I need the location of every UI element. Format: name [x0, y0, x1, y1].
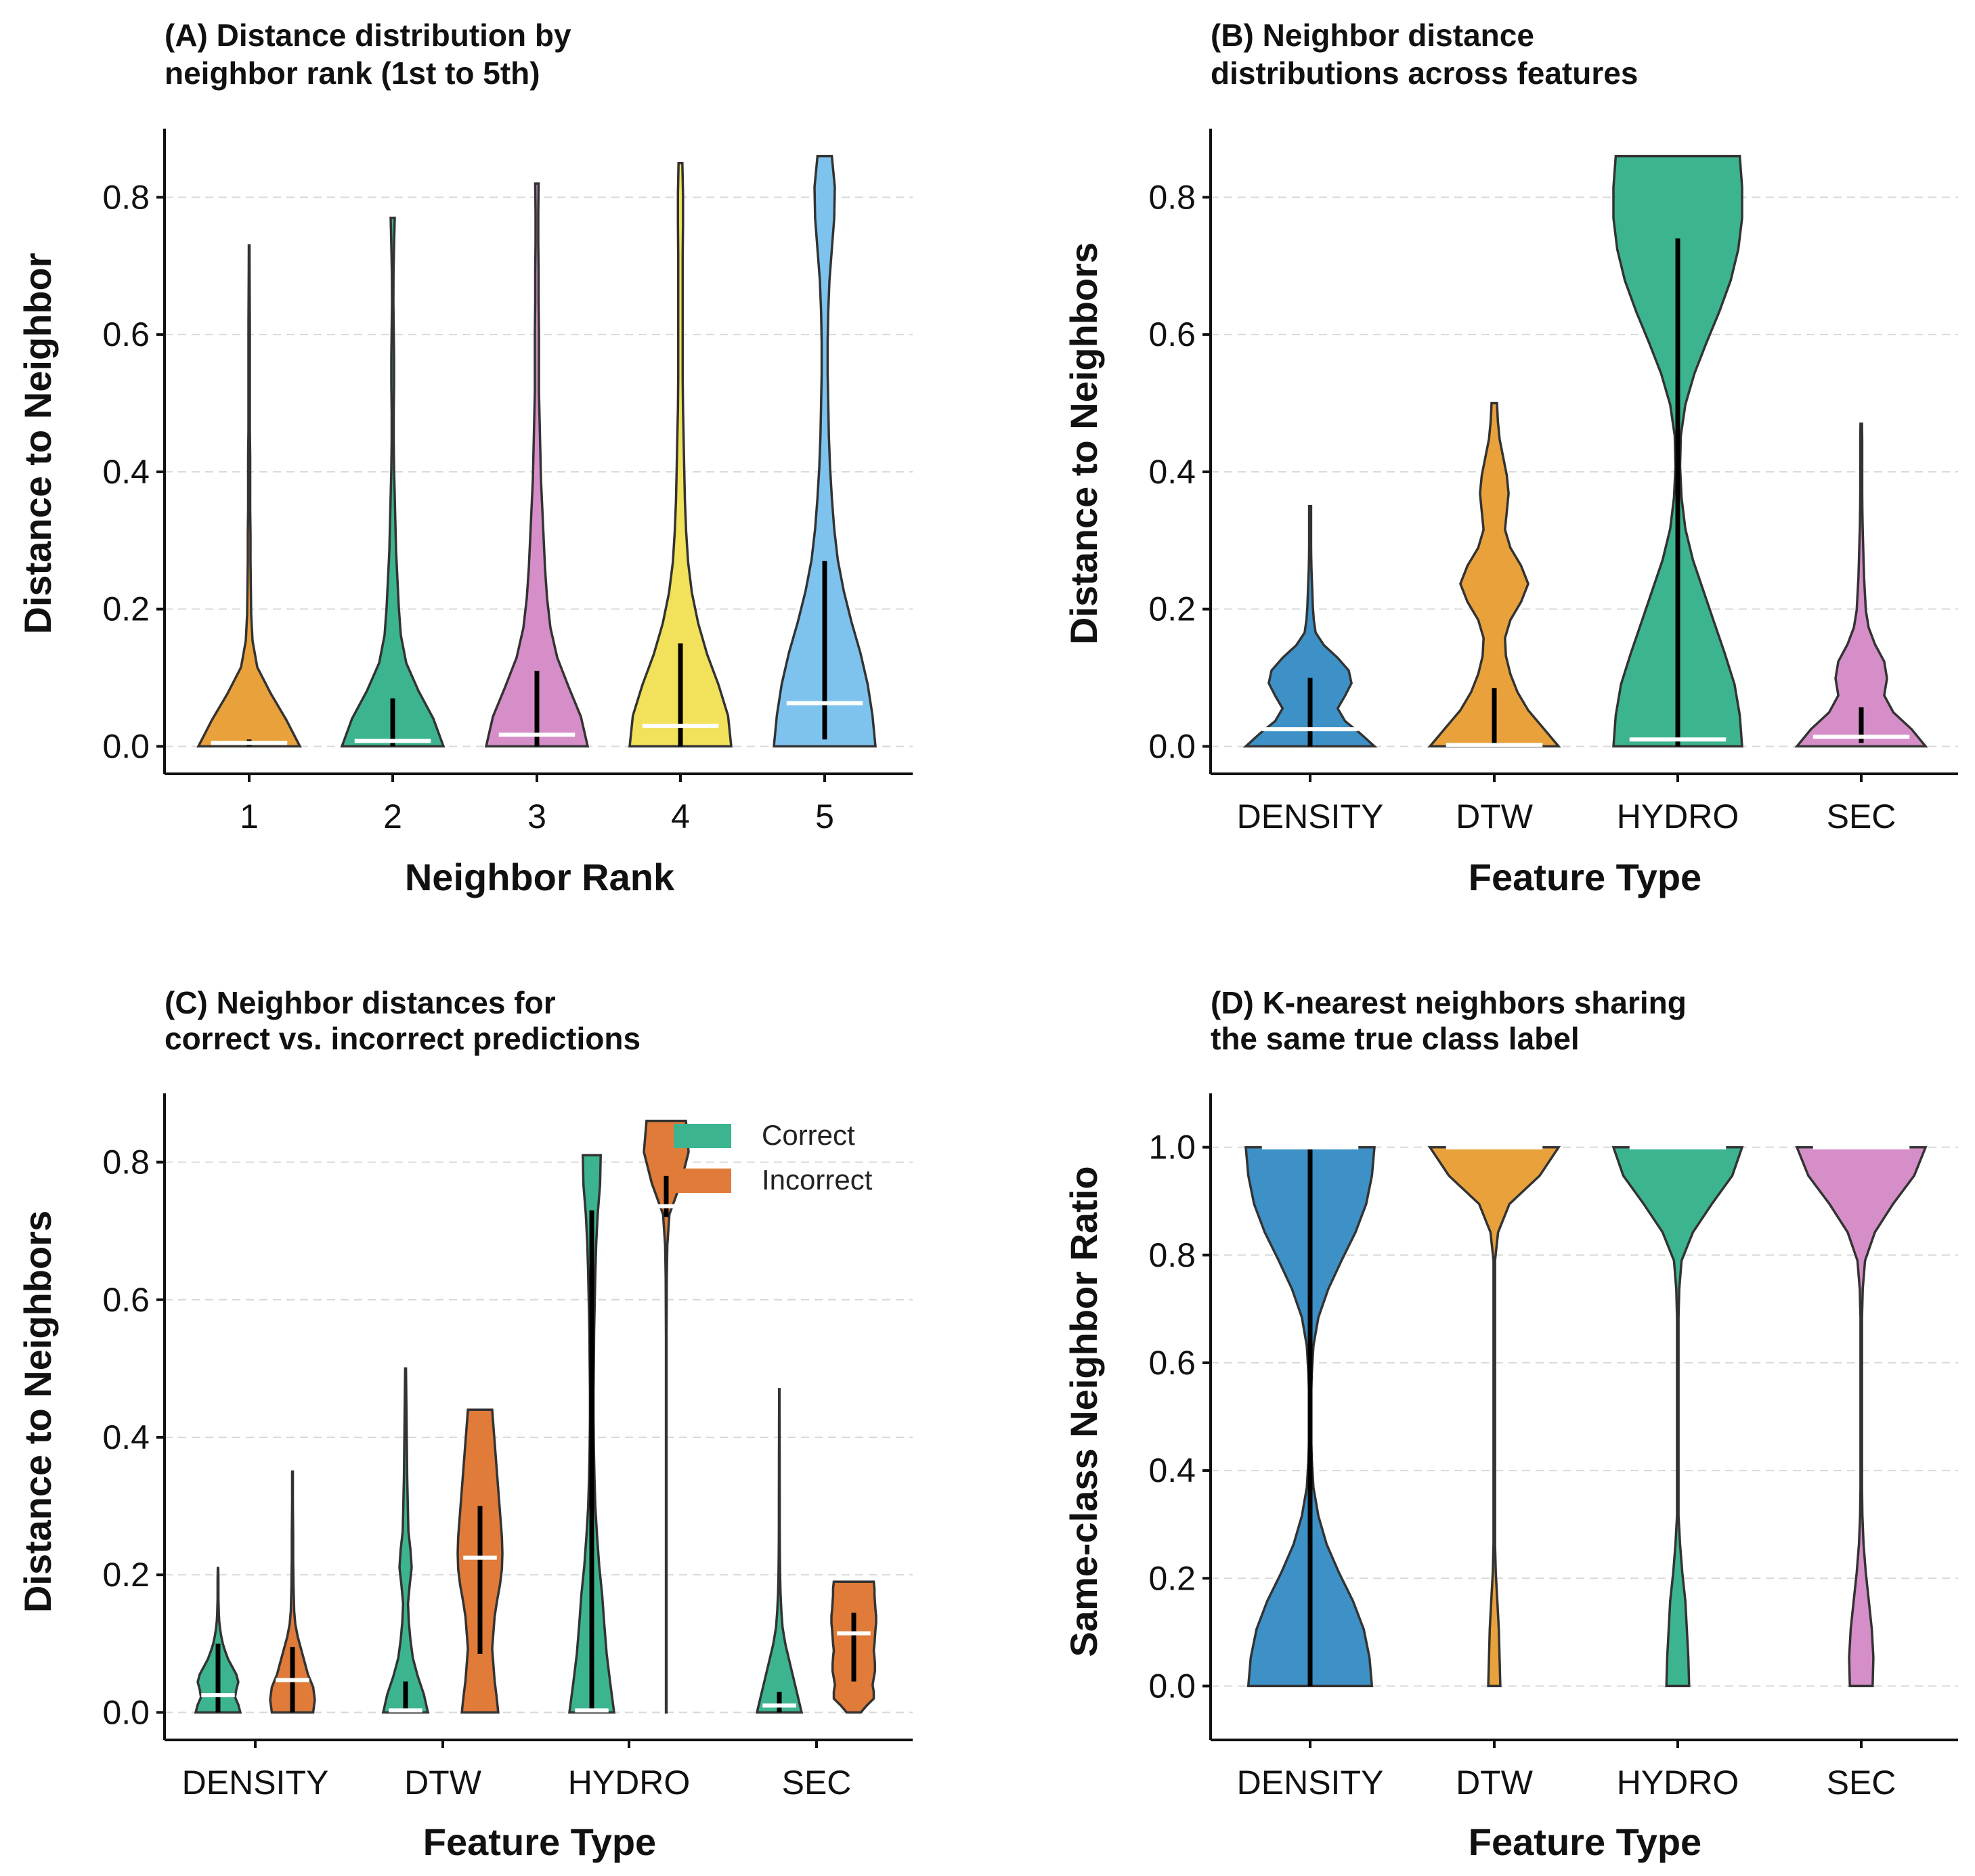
y-tick-label: 0.2: [1148, 590, 1196, 628]
x-tick-label: 2: [383, 798, 402, 835]
x-tick-label: 1: [240, 798, 259, 835]
y-tick-label: 0.8: [102, 178, 150, 216]
x-tick-label: 4: [671, 798, 690, 835]
x-tick-label: HYDRO: [1617, 798, 1739, 835]
panel-a-y-axis-label: Distance to Neighbor: [16, 253, 59, 634]
panel-b-title-line-2: distributions across features: [1211, 56, 1638, 91]
panel-a: (A) Distance distribution by neighbor ra…: [16, 18, 913, 898]
y-tick-label: 0.0: [102, 727, 150, 765]
y-tick-label: 0.4: [1148, 1452, 1196, 1489]
y-tick-label: 0.4: [102, 1418, 150, 1456]
panel-a-title-line-2: neighbor rank (1st to 5th): [165, 56, 540, 91]
y-tick-label: 0.8: [1148, 1236, 1196, 1274]
panel-c-title-line-2: correct vs. incorrect predictions: [165, 1021, 641, 1056]
x-tick-label: DENSITY: [1237, 1764, 1384, 1802]
panel-c: (C) Neighbor distances for correct vs. i…: [16, 985, 913, 1863]
x-tick-label: HYDRO: [568, 1764, 691, 1802]
legend-label-incorrect: Incorrect: [762, 1164, 873, 1196]
violin-dtw: [1427, 401, 1561, 748]
panel-a-x-axis-label: Neighbor Rank: [405, 856, 675, 898]
y-tick-label: 0.4: [1148, 453, 1196, 491]
x-tick-label: DTW: [404, 1764, 482, 1802]
panel-b-y-axis-label: Distance to Neighbors: [1062, 242, 1105, 645]
panel-b-title-line-1: (B) Neighbor distance: [1211, 18, 1534, 53]
violin-hydro-incorrect: [643, 1119, 690, 1714]
y-tick-label: 0.0: [1148, 1667, 1196, 1705]
y-tick-label: 0.6: [102, 315, 150, 353]
violin-dtw: [1427, 1146, 1561, 1688]
x-tick-label: DENSITY: [1237, 798, 1384, 835]
violin-hydro: [1611, 1146, 1744, 1688]
y-tick-label: 0.6: [102, 1281, 150, 1319]
violin-sec: [1795, 1146, 1928, 1688]
y-tick-label: 0.4: [102, 453, 150, 491]
y-tick-label: 0.0: [1148, 727, 1196, 765]
x-tick-label: DENSITY: [182, 1764, 329, 1802]
y-tick-label: 0.8: [102, 1143, 150, 1181]
y-tick-label: 0.8: [1148, 178, 1196, 216]
violin-3: [484, 182, 590, 748]
y-tick-label: 0.2: [102, 590, 150, 628]
violin-1: [196, 244, 302, 748]
x-tick-label: DTW: [1456, 798, 1534, 835]
panel-c-y-axis-label: Distance to Neighbors: [16, 1210, 59, 1613]
panel-d-title-line-2: the same true class label: [1211, 1021, 1580, 1056]
violin-sec: [1794, 422, 1928, 748]
y-tick-label: 0.6: [1148, 315, 1196, 353]
violin-4: [628, 161, 733, 748]
legend-label-correct: Correct: [762, 1119, 855, 1151]
x-tick-label: DTW: [1456, 1764, 1534, 1802]
y-tick-label: 1.0: [1148, 1129, 1196, 1166]
violin-2: [340, 217, 446, 748]
violin-sec-correct: [755, 1388, 804, 1714]
y-tick-label: 0.0: [102, 1693, 150, 1731]
violin-density: [1242, 504, 1378, 748]
panel-a-title-line-1: (A) Distance distribution by: [165, 18, 571, 53]
violin-density-correct: [194, 1567, 242, 1714]
x-tick-label: SEC: [782, 1764, 852, 1802]
y-tick-label: 0.6: [1148, 1344, 1196, 1382]
legend-swatch-incorrect: [674, 1169, 731, 1193]
panel-d-y-axis-label: Same-class Neighbor Ratio: [1062, 1166, 1105, 1657]
panel-b: (B) Neighbor distance distributions acro…: [1062, 18, 1958, 898]
x-tick-label: HYDRO: [1617, 1764, 1739, 1802]
violin-dtw-correct: [381, 1367, 430, 1714]
x-tick-label: SEC: [1827, 1764, 1896, 1802]
panel-d-x-axis-label: Feature Type: [1469, 1820, 1701, 1863]
panel-d: (D) K-nearest neighbors sharing the same…: [1062, 985, 1958, 1863]
panel-b-x-axis-label: Feature Type: [1469, 856, 1701, 898]
panel-d-title-line-1: (D) K-nearest neighbors sharing: [1211, 985, 1687, 1020]
y-tick-label: 0.2: [1148, 1559, 1196, 1597]
y-tick-label: 0.2: [102, 1556, 150, 1594]
x-tick-label: 3: [527, 798, 546, 835]
panel-c-title-line-1: (C) Neighbor distances for: [165, 985, 556, 1020]
panel-c-x-axis-label: Feature Type: [423, 1820, 656, 1863]
legend-swatch-correct: [674, 1124, 731, 1148]
violin-5: [773, 154, 877, 748]
violin-density-incorrect: [269, 1470, 316, 1714]
x-tick-label: 5: [815, 798, 834, 835]
x-tick-label: SEC: [1827, 798, 1896, 835]
